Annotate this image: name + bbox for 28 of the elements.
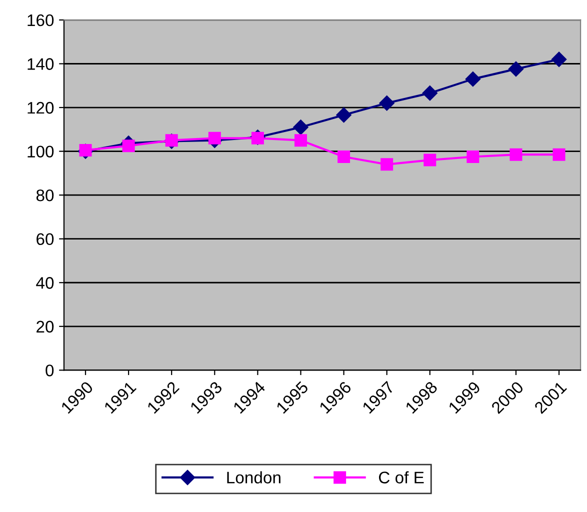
y-tick-label: 100	[28, 146, 54, 158]
point	[422, 86, 438, 101]
point	[294, 134, 307, 147]
y-tick-label: 160	[28, 14, 54, 26]
point	[510, 148, 522, 161]
y-tick-label: 120	[28, 102, 54, 114]
point	[508, 61, 524, 77]
y-tick-label: 20	[36, 320, 54, 333]
point	[551, 52, 567, 67]
legend-label: London	[227, 471, 280, 484]
point	[466, 150, 480, 164]
y-tick-label: 60	[36, 233, 54, 246]
point	[336, 107, 352, 123]
y-tick-label: 40	[36, 277, 54, 289]
point	[380, 158, 394, 171]
y-tick-label: 80	[36, 189, 54, 202]
point	[79, 144, 92, 156]
point	[293, 120, 308, 135]
point	[424, 154, 436, 166]
point	[208, 132, 221, 144]
point	[338, 150, 350, 164]
y-tick-label: 0	[46, 364, 54, 376]
y-tick-label: 140	[28, 58, 54, 70]
point	[552, 148, 566, 161]
point	[379, 96, 394, 111]
point	[122, 140, 135, 152]
legend-label: C of E	[378, 471, 424, 484]
point	[465, 71, 480, 87]
